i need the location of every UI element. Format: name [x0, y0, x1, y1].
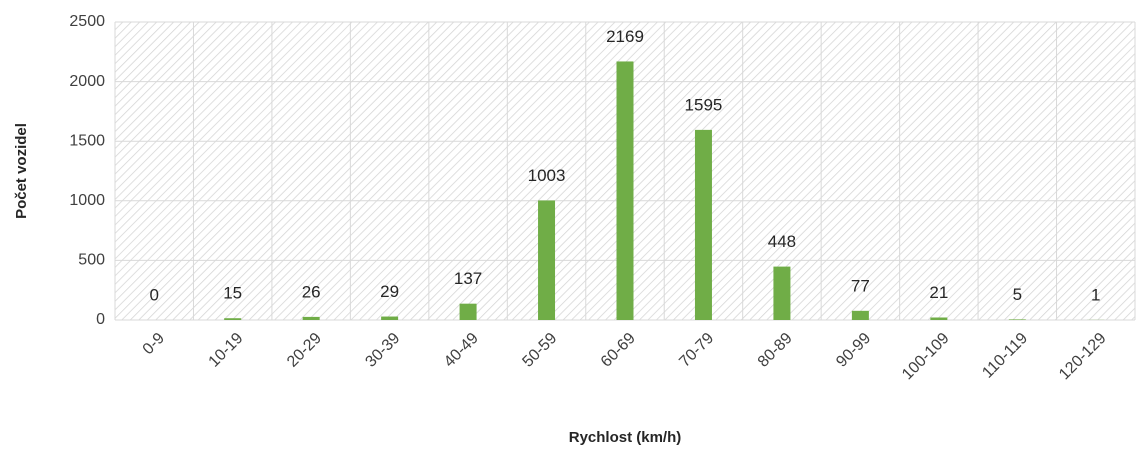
data-label: 29: [380, 282, 399, 301]
bar: [538, 200, 556, 320]
x-tick-label: 120-129: [1056, 330, 1110, 384]
data-label: 448: [768, 232, 796, 251]
x-tick-label: 30-39: [362, 330, 403, 371]
data-label: 5: [1013, 285, 1022, 304]
data-label: 0: [149, 285, 158, 304]
x-tick-label: 80-89: [755, 330, 796, 371]
x-tick-label: 10-19: [206, 330, 247, 371]
data-label: 1003: [528, 166, 566, 185]
bar: [616, 61, 634, 320]
y-tick-label: 2500: [69, 13, 105, 30]
y-tick-label: 1500: [69, 132, 105, 149]
data-label: 77: [851, 276, 870, 295]
bar: [930, 317, 948, 320]
data-label: 1: [1091, 285, 1100, 304]
data-label: 21: [929, 283, 948, 302]
bar: [302, 316, 320, 320]
bar: [224, 318, 242, 320]
y-axis-title: Počet vozidel: [13, 123, 30, 219]
x-tick-label: 20-29: [284, 330, 325, 371]
data-label: 1595: [685, 95, 723, 114]
bar: [851, 310, 869, 320]
x-tick-label: 90-99: [833, 330, 874, 371]
x-tick-label: 100-109: [899, 330, 953, 384]
x-tick-label: 110-119: [979, 330, 1031, 382]
x-tick-label: 50-59: [519, 330, 560, 371]
x-axis-title: Rychlost (km/h): [569, 429, 682, 446]
data-label: 26: [302, 282, 321, 301]
y-tick-label: 1000: [69, 192, 105, 209]
x-tick-label: 70-79: [676, 330, 717, 371]
bar: [773, 266, 791, 320]
y-tick-label: 500: [78, 252, 105, 269]
data-label: 15: [223, 284, 242, 303]
x-tick-label: 40-49: [441, 330, 482, 371]
data-label: 2169: [606, 27, 644, 46]
x-tick-label: 0-9: [140, 330, 168, 358]
data-label: 137: [454, 269, 482, 288]
bar: [381, 316, 399, 320]
y-tick-label: 0: [96, 311, 105, 328]
bar: [459, 303, 477, 320]
bar: [694, 129, 712, 320]
bar: [1008, 319, 1026, 320]
y-tick-label: 2000: [69, 73, 105, 90]
x-tick-label: 60-69: [598, 330, 639, 371]
